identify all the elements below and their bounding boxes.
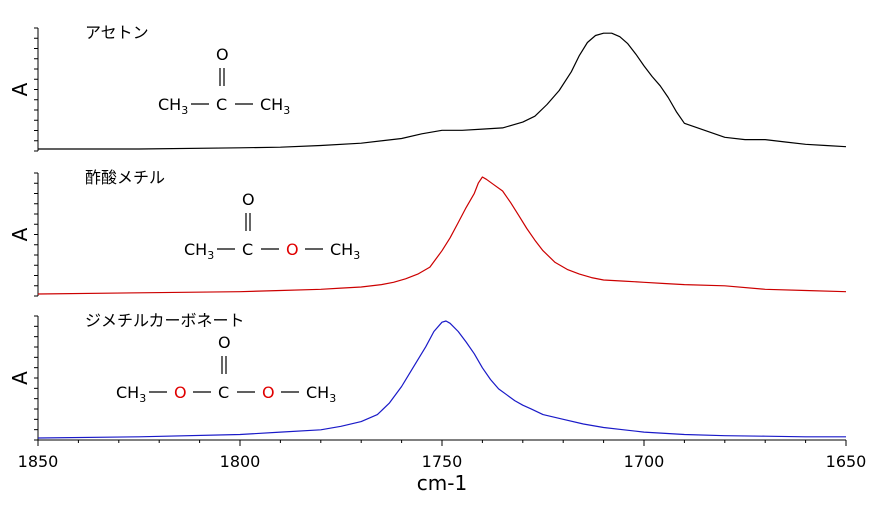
formula-carbonyl-oxygen: O [218, 333, 231, 352]
x-tick-label: 1650 [826, 452, 867, 471]
y-axis-label: A [8, 227, 32, 241]
x-tick-label: 1800 [220, 452, 261, 471]
formula-atom: CH3 [158, 95, 188, 117]
x-axis-label: cm-1 [417, 471, 467, 495]
y-axis-label: A [8, 371, 32, 385]
formula-atom: O [286, 240, 299, 259]
compound-name: アセトン [85, 23, 149, 42]
spectrum-line-1 [38, 32, 847, 150]
spectrum-line-3 [37, 320, 846, 439]
formula-atom: O [174, 383, 187, 402]
formula-atom: C [218, 383, 229, 402]
formula-atom: C [216, 95, 227, 114]
formula-carbonyl-oxygen: O [216, 45, 229, 64]
y-axis-label: A [8, 82, 32, 96]
spectrum-panel-3: A ジメチルカーボネート CH3 O C O CH3 O [8, 311, 846, 441]
spectrum-line-2 [37, 176, 847, 295]
compound-name: 酢酸メチル [85, 168, 165, 187]
formula-atom: C [242, 240, 253, 259]
formula-atom: CH3 [116, 383, 146, 405]
x-tick-label: 1750 [422, 452, 463, 471]
spectrum-panel-2: A 酢酸メチル CH3 C O CH3 O [8, 168, 847, 297]
formula-atom: CH3 [184, 240, 214, 262]
formula-atom: CH3 [260, 95, 290, 117]
formula-atom: CH3 [330, 240, 360, 262]
compound-name: ジメチルカーボネート [85, 311, 245, 330]
formula-carbonyl-oxygen: O [242, 190, 255, 209]
x-tick-label: 1700 [624, 452, 665, 471]
x-tick-label: 1850 [18, 452, 59, 471]
formula-atom: CH3 [306, 383, 336, 405]
spectrum-panel-1: A アセトン CH3 C CH3 O [8, 23, 847, 152]
formula-atom: O [262, 383, 275, 402]
